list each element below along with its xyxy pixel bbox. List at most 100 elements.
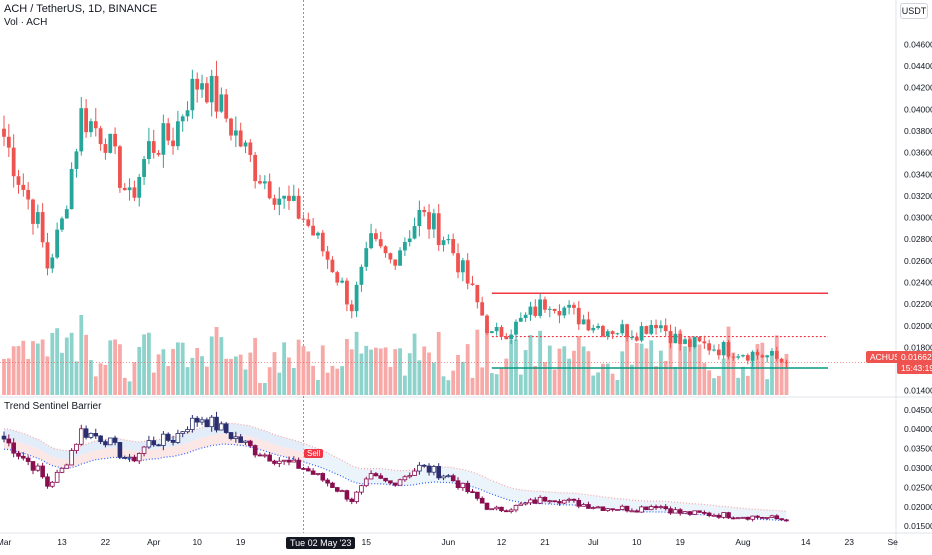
volume-bar <box>591 375 596 395</box>
candle-body <box>21 184 26 190</box>
indicator-candle-body <box>310 470 316 475</box>
volume-bar <box>436 331 441 395</box>
volume-bar <box>480 367 485 395</box>
candle-body <box>673 333 678 344</box>
candle-body <box>779 358 784 363</box>
indicator-candle-body <box>156 444 161 447</box>
volume-bar <box>765 379 770 395</box>
candle-body <box>485 315 489 334</box>
volume-bar <box>431 362 436 395</box>
candle-body <box>499 327 504 337</box>
candle-body <box>765 355 770 358</box>
volume-bar <box>2 358 6 395</box>
volume-bar <box>267 367 272 395</box>
volume-bar <box>581 346 586 395</box>
indicator-candle-body <box>209 416 214 428</box>
candle-body <box>678 333 683 344</box>
indicator-candle-body <box>653 506 659 509</box>
candle-body <box>446 239 451 241</box>
indicator-candle-body <box>740 516 746 519</box>
candle-body <box>11 147 16 177</box>
last-price-tag: 0.01662 <box>897 351 932 363</box>
candle-body <box>750 351 755 361</box>
candle-body <box>238 130 243 147</box>
indicator-candle-body <box>170 439 176 443</box>
candle-body <box>475 284 480 303</box>
candle-body <box>470 283 475 285</box>
candle-body <box>185 110 190 117</box>
candle-body <box>557 310 562 316</box>
candle-body <box>262 181 267 184</box>
volume-bar <box>683 346 687 395</box>
volume-bar <box>248 352 253 395</box>
candle-body <box>625 324 629 338</box>
candle-body <box>161 123 166 155</box>
volume-bar <box>678 330 683 395</box>
candle-body <box>388 253 393 260</box>
volume-bar <box>204 366 209 395</box>
volume-bar <box>702 363 707 395</box>
volume-bar <box>369 349 373 395</box>
indicator-candle-body <box>305 468 311 472</box>
indicator-candle-body <box>455 480 461 489</box>
candle-body <box>639 326 644 341</box>
volume-bar <box>16 346 21 395</box>
candle-body <box>93 121 98 129</box>
candle-body <box>567 304 572 308</box>
candle-body <box>40 212 45 243</box>
volume-bar <box>272 352 277 395</box>
indicator-candle-body <box>619 505 625 510</box>
volume-bar <box>31 341 35 395</box>
indicator-candle-body <box>272 460 277 464</box>
volume-bar <box>253 337 258 395</box>
candle-body <box>422 209 427 213</box>
indicator-candle-body <box>267 454 272 462</box>
indicator-candle-body <box>499 506 504 512</box>
candle-body <box>127 187 132 191</box>
candle-body <box>118 146 122 188</box>
indicator-candle-body <box>161 433 166 446</box>
currency-button[interactable]: USDT <box>900 3 928 19</box>
indicator-candle-body <box>755 515 760 518</box>
volume-bar <box>35 343 40 395</box>
volume-bar <box>673 366 678 395</box>
candle-body <box>634 337 639 341</box>
volume-bar <box>504 358 509 395</box>
candle-body <box>258 181 262 184</box>
volume-bar <box>180 342 185 395</box>
indicator-candle-body <box>595 506 601 509</box>
indicator-tick-label: 0.03500 <box>904 444 932 454</box>
candle-body <box>132 187 137 198</box>
indicator-candle-body <box>112 437 118 443</box>
volume-bar <box>175 342 180 395</box>
candle-body <box>663 325 668 332</box>
price-tick-label: 0.04400 <box>904 61 932 71</box>
indicator-candle-body <box>388 480 393 484</box>
candle-body <box>345 280 349 305</box>
indicator-candle-body <box>446 475 451 478</box>
volume-bar <box>306 351 311 395</box>
indicator-candle-body <box>407 475 413 478</box>
candle-body <box>586 319 591 331</box>
indicator-candle-body <box>180 431 186 434</box>
candle-body <box>402 242 407 251</box>
candle-body <box>658 325 663 329</box>
indicator-candle-body <box>185 429 190 433</box>
indicator-candle-body <box>286 459 292 463</box>
volume-bar <box>316 379 320 395</box>
indicator-candle-body <box>673 509 678 514</box>
indicator-candle-body <box>243 440 248 443</box>
volume-bar <box>422 346 427 395</box>
candle-body <box>229 118 233 136</box>
indicator-candle-body <box>682 511 688 514</box>
volume-bar <box>658 350 663 395</box>
volume-bar <box>354 331 359 395</box>
volume-bar <box>383 347 388 395</box>
volume-bar <box>84 334 89 395</box>
indicator-candle-body <box>223 423 229 433</box>
indicator-candle-body <box>228 432 234 439</box>
volume-bar <box>55 328 60 395</box>
indicator-candle-body <box>1 435 7 440</box>
